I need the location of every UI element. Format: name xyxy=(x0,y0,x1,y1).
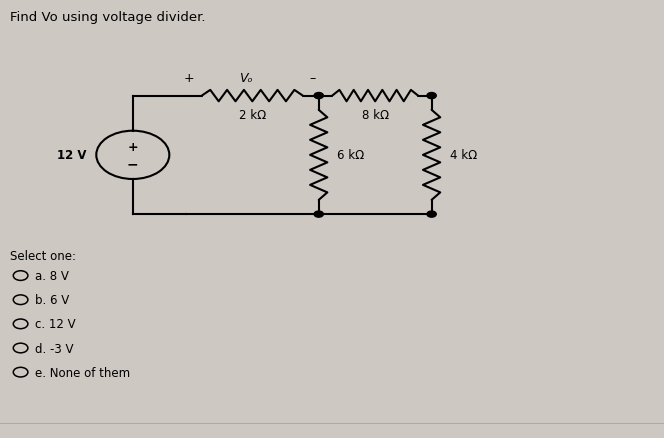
Text: b. 6 V: b. 6 V xyxy=(35,293,70,307)
Text: e. None of them: e. None of them xyxy=(35,366,130,379)
Text: a. 8 V: a. 8 V xyxy=(35,269,69,283)
Circle shape xyxy=(314,93,323,99)
Text: 8 kΩ: 8 kΩ xyxy=(362,109,388,122)
Circle shape xyxy=(427,93,436,99)
Text: Select one:: Select one: xyxy=(10,250,76,263)
Text: d. -3 V: d. -3 V xyxy=(35,342,74,355)
Text: +: + xyxy=(127,140,138,153)
Text: Find Vo using voltage divider.: Find Vo using voltage divider. xyxy=(10,11,205,24)
Circle shape xyxy=(314,212,323,218)
Text: 12 V: 12 V xyxy=(57,149,86,162)
Text: 4 kΩ: 4 kΩ xyxy=(450,149,477,162)
Circle shape xyxy=(427,212,436,218)
Text: −: − xyxy=(127,157,139,171)
Text: 2 kΩ: 2 kΩ xyxy=(238,109,266,122)
Text: –: – xyxy=(309,71,315,85)
Text: c. 12 V: c. 12 V xyxy=(35,318,76,331)
Text: Vₒ: Vₒ xyxy=(239,71,252,85)
Text: 6 kΩ: 6 kΩ xyxy=(337,149,365,162)
Text: +: + xyxy=(184,71,195,85)
